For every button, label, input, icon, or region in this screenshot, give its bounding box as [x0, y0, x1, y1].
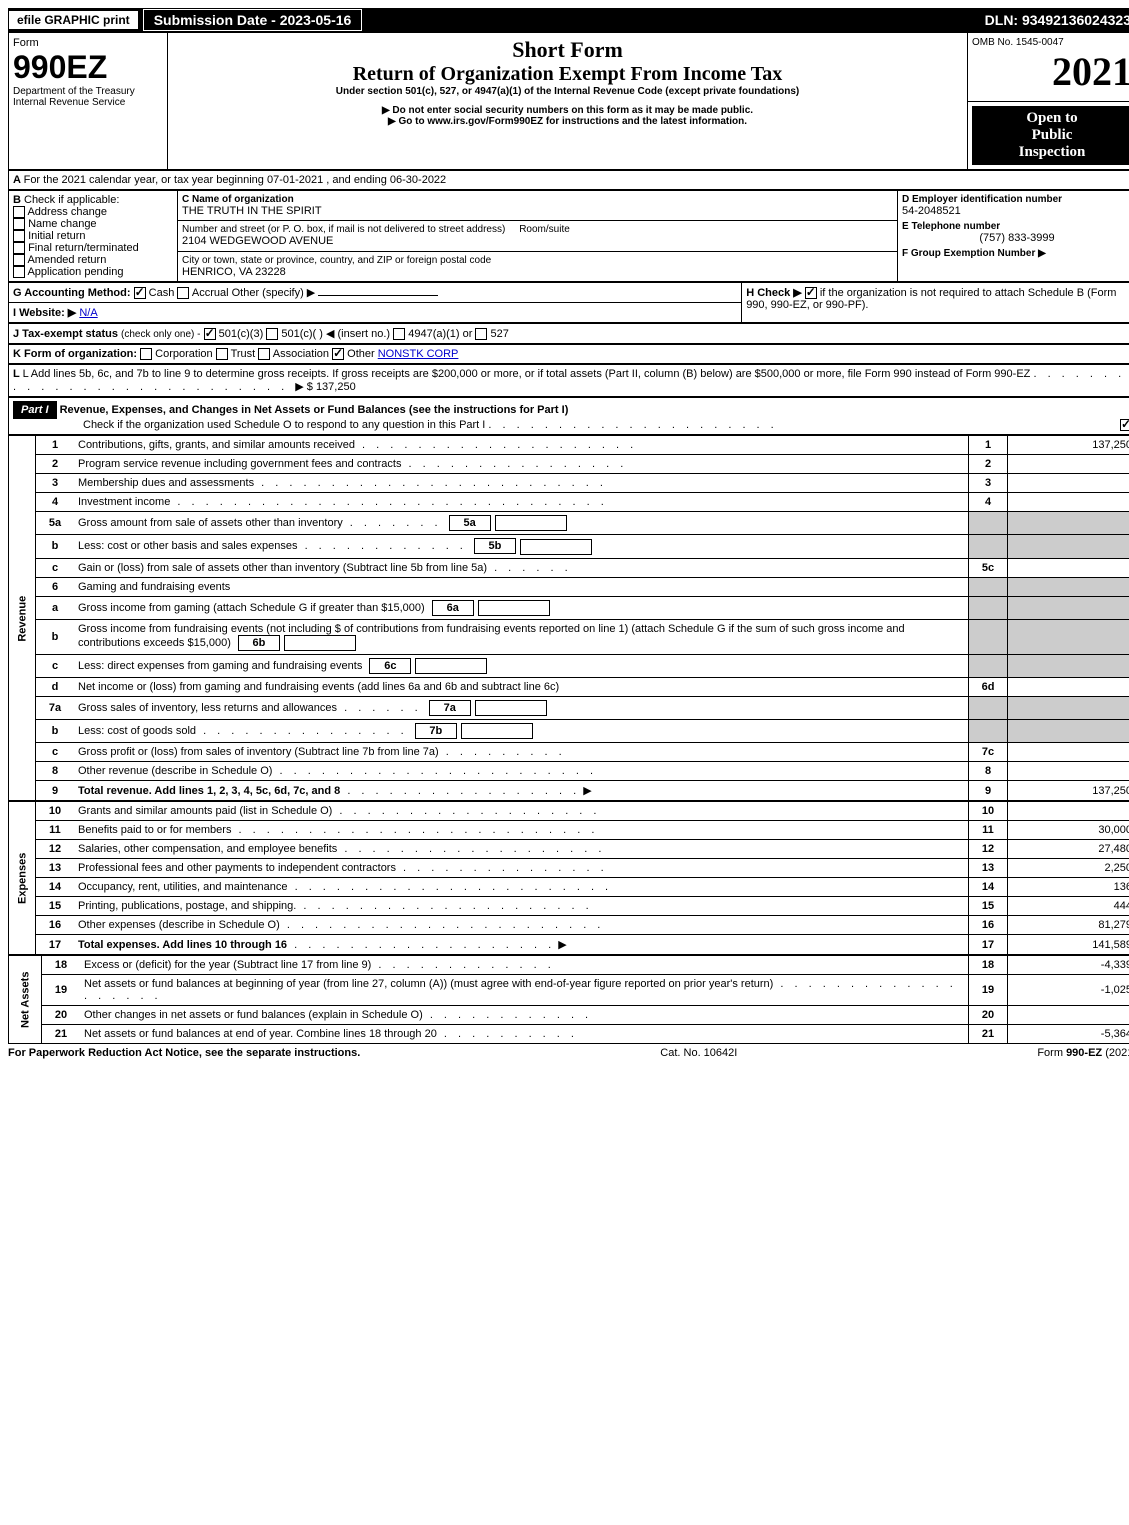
- chk-address-change[interactable]: [13, 206, 25, 218]
- form-header: Form 990EZ Department of the Treasury In…: [8, 32, 1129, 170]
- section-j: J Tax-exempt status (check only one) - 5…: [8, 323, 1129, 344]
- h-label: H Check ▶: [746, 287, 802, 299]
- j-label: J Tax-exempt status: [13, 328, 118, 340]
- tax-year: 2021: [972, 48, 1129, 95]
- footer-right: Form 990-EZ (2021): [1037, 1047, 1129, 1059]
- c-street-label: Number and street (or P. O. box, if mail…: [182, 224, 893, 235]
- h-text: if the organization is not required to a…: [746, 287, 1116, 311]
- chk-h[interactable]: [805, 287, 817, 299]
- section-l: L L Add lines 5b, 6c, and 7b to line 9 t…: [8, 364, 1129, 397]
- ein: 54-2048521: [902, 205, 1129, 217]
- goto-link[interactable]: ▶ Go to www.irs.gov/Form990EZ for instru…: [172, 116, 963, 127]
- omb: OMB No. 1545-0047: [972, 37, 1129, 48]
- part1-label: Part I: [13, 401, 57, 419]
- netassets-section-label: Net Assets: [9, 956, 42, 1044]
- open-inspection: Open to Public Inspection: [972, 106, 1129, 165]
- footer-mid: Cat. No. 10642I: [660, 1047, 737, 1059]
- chk-name-change[interactable]: [13, 218, 25, 230]
- part1-heading: Revenue, Expenses, and Changes in Net As…: [60, 404, 569, 416]
- chk-4947[interactable]: [393, 328, 405, 340]
- street: 2104 WEDGEWOOD AVENUE: [182, 235, 893, 247]
- line13-value: 2,250: [1008, 859, 1129, 878]
- section-k: K Form of organization: Corporation Trus…: [8, 344, 1129, 364]
- revenue-lines: Revenue 1 Contributions, gifts, grants, …: [8, 435, 1129, 801]
- i-label: I Website: ▶: [13, 307, 76, 319]
- title-short-form: Short Form: [172, 37, 963, 63]
- k-label: K Form of organization:: [13, 348, 137, 360]
- line9-value: 137,250: [1008, 781, 1129, 801]
- b-label: Check if applicable:: [24, 194, 119, 206]
- section-bcdef: B Check if applicable: Address change Na…: [8, 190, 1129, 283]
- line14-value: 136: [1008, 878, 1129, 897]
- chk-501c3[interactable]: [204, 328, 216, 340]
- submission-date: Submission Date - 2023-05-16: [143, 9, 363, 31]
- form-number: 990EZ: [13, 49, 163, 86]
- phone: (757) 833-3999: [902, 232, 1129, 244]
- line1-value: 137,250: [1008, 436, 1129, 455]
- chk-application-pending[interactable]: [13, 266, 25, 278]
- revenue-section-label: Revenue: [9, 436, 36, 801]
- part1-check-text: Check if the organization used Schedule …: [13, 419, 485, 431]
- chk-final-return[interactable]: [13, 242, 25, 254]
- c-name-label: C Name of organization: [182, 194, 893, 205]
- chk-amended-return[interactable]: [13, 254, 25, 266]
- g-label: G Accounting Method:: [13, 287, 131, 299]
- line16-value: 81,279: [1008, 916, 1129, 935]
- under-section: Under section 501(c), 527, or 4947(a)(1)…: [172, 86, 963, 97]
- line-a-text: For the 2021 calendar year, or tax year …: [24, 174, 447, 186]
- part1-header: Part I Revenue, Expenses, and Changes in…: [8, 397, 1129, 435]
- f-label: F Group Exemption Number ▶: [902, 248, 1129, 259]
- chk-527[interactable]: [475, 328, 487, 340]
- chk-schedule-o[interactable]: [1120, 419, 1129, 431]
- chk-501c[interactable]: [266, 328, 278, 340]
- chk-corporation[interactable]: [140, 348, 152, 360]
- netassets-lines: Net Assets 18 Excess or (deficit) for th…: [8, 955, 1129, 1044]
- title-return: Return of Organization Exempt From Incom…: [172, 63, 963, 86]
- irs-label: Internal Revenue Service: [13, 97, 163, 108]
- line12-value: 27,480: [1008, 840, 1129, 859]
- section-gh: G Accounting Method: Cash Accrual Other …: [8, 282, 1129, 323]
- other-org-val[interactable]: NONSTK CORP: [378, 348, 459, 360]
- ssn-warning: ▶ Do not enter social security numbers o…: [172, 105, 963, 116]
- dln: DLN: 93492136024323: [985, 12, 1129, 28]
- section-a: A For the 2021 calendar year, or tax yea…: [8, 170, 1129, 190]
- expenses-lines: Expenses 10 Grants and similar amounts p…: [8, 801, 1129, 955]
- d-label: D Employer identification number: [902, 194, 1129, 205]
- line17-value: 141,589: [1008, 935, 1129, 955]
- chk-accrual[interactable]: [177, 287, 189, 299]
- chk-trust[interactable]: [216, 348, 228, 360]
- page-footer: For Paperwork Reduction Act Notice, see …: [8, 1044, 1129, 1059]
- c-city-label: City or town, state or province, country…: [182, 255, 893, 266]
- line15-value: 444: [1008, 897, 1129, 916]
- form-label: Form: [13, 37, 163, 49]
- top-bar: efile GRAPHIC print Submission Date - 20…: [8, 8, 1129, 32]
- l-val: ▶ $ 137,250: [295, 381, 355, 393]
- org-name: THE TRUTH IN THE SPIRIT: [182, 205, 893, 217]
- efile-print-button[interactable]: efile GRAPHIC print: [8, 10, 139, 30]
- chk-association[interactable]: [258, 348, 270, 360]
- line19-value: -1,025: [1008, 975, 1129, 1006]
- line18-value: -4,339: [1008, 956, 1129, 975]
- website-link[interactable]: N/A: [79, 307, 97, 319]
- line11-value: 30,000: [1008, 821, 1129, 840]
- dept-label: Department of the Treasury: [13, 86, 163, 97]
- chk-other-org[interactable]: [332, 348, 344, 360]
- expenses-section-label: Expenses: [9, 802, 36, 955]
- chk-cash[interactable]: [134, 287, 146, 299]
- city: HENRICO, VA 23228: [182, 266, 893, 278]
- l-text: L Add lines 5b, 6c, and 7b to line 9 to …: [23, 368, 1031, 380]
- e-label: E Telephone number: [902, 221, 1129, 232]
- footer-left: For Paperwork Reduction Act Notice, see …: [8, 1047, 360, 1059]
- line21-value: -5,364: [1008, 1025, 1129, 1044]
- chk-initial-return[interactable]: [13, 230, 25, 242]
